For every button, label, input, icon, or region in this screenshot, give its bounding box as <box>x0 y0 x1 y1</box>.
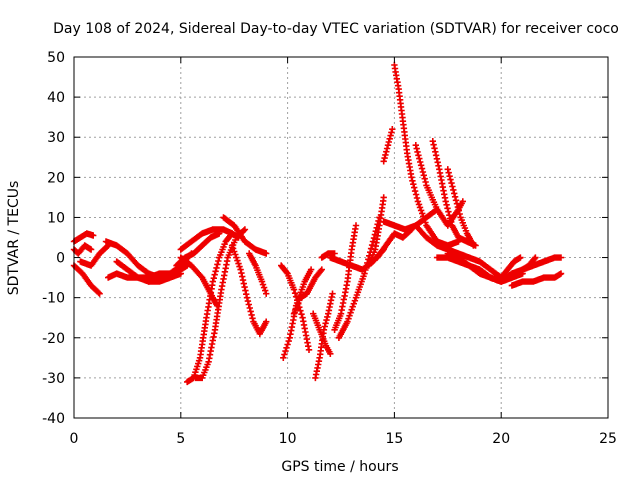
plus-markers <box>498 254 524 281</box>
series-track-38 <box>508 270 565 289</box>
plus-markers <box>508 270 565 289</box>
plus-markers <box>331 222 360 333</box>
series-track-1 <box>70 230 97 245</box>
series-track-16 <box>246 250 270 297</box>
series-track-34 <box>412 222 505 281</box>
series-track-33 <box>444 166 477 249</box>
y-tick-label: -20 <box>42 331 65 347</box>
plus-markers <box>220 214 270 257</box>
series-track-30 <box>391 61 462 249</box>
y-tick-label: 0 <box>56 251 65 267</box>
x-axis-ticks: 0 5 10 15 20 25 <box>70 57 617 447</box>
x-tick-label: 0 <box>70 431 79 447</box>
plus-markers <box>391 61 462 249</box>
plus-markers <box>519 254 539 273</box>
y-axis-label: SDTVAR / TECUs <box>6 181 22 296</box>
series-track-13 <box>177 254 221 309</box>
series-track-22 <box>331 222 360 333</box>
series-track-40 <box>519 254 539 273</box>
x-tick-label: 15 <box>385 431 403 447</box>
y-tick-label: -30 <box>42 371 65 387</box>
plot-frame <box>73 56 609 419</box>
plus-markers <box>412 222 505 281</box>
plus-markers <box>177 226 236 253</box>
plus-markers <box>380 126 396 165</box>
y-tick-label: 20 <box>47 170 65 186</box>
series-track-23 <box>335 214 383 341</box>
grid <box>74 57 608 418</box>
series-track-29 <box>374 226 415 261</box>
series-track-25 <box>318 250 338 261</box>
plus-markers <box>228 242 270 337</box>
plus-markers <box>290 266 325 317</box>
series-track-4 <box>77 242 112 269</box>
plus-markers <box>365 194 387 269</box>
plus-markers <box>318 250 338 261</box>
x-tick-label: 25 <box>599 431 617 447</box>
x-axis-label: GPS time / hours <box>281 459 398 475</box>
series-track-26 <box>365 194 387 269</box>
series-track-9 <box>177 226 236 253</box>
series-track-15 <box>228 242 270 337</box>
series-track-14 <box>220 214 270 257</box>
y-tick-label: -10 <box>42 291 65 307</box>
x-tick-label: 20 <box>492 431 510 447</box>
plus-markers <box>246 250 270 297</box>
plus-markers <box>177 254 221 309</box>
y-axis-ticks: -40 -30 -20 -10 0 10 20 30 40 50 <box>42 50 608 427</box>
plus-markers <box>310 310 334 357</box>
x-tick-label: 5 <box>176 431 185 447</box>
plus-markers <box>444 166 477 249</box>
y-tick-label: -40 <box>42 411 65 427</box>
y-tick-label: 10 <box>47 210 65 226</box>
data-series <box>70 61 565 386</box>
series-track-3 <box>70 262 103 297</box>
plus-markers <box>77 242 112 269</box>
y-tick-label: 40 <box>47 90 65 106</box>
y-tick-label: 50 <box>47 50 65 66</box>
series-track-19 <box>290 266 325 317</box>
y-tick-label: 30 <box>47 130 65 146</box>
series-track-39 <box>498 254 524 281</box>
plus-markers <box>374 226 415 261</box>
plus-markers <box>70 230 97 245</box>
series-track-21 <box>310 310 334 357</box>
plus-markers <box>312 290 336 382</box>
series-track-27 <box>380 126 396 165</box>
series-track-20 <box>312 290 336 382</box>
plus-markers <box>70 262 103 297</box>
plus-markers <box>335 214 383 341</box>
chart-title: Day 108 of 2024, Sidereal Day-to-day VTE… <box>53 21 619 37</box>
x-tick-label: 10 <box>279 431 297 447</box>
